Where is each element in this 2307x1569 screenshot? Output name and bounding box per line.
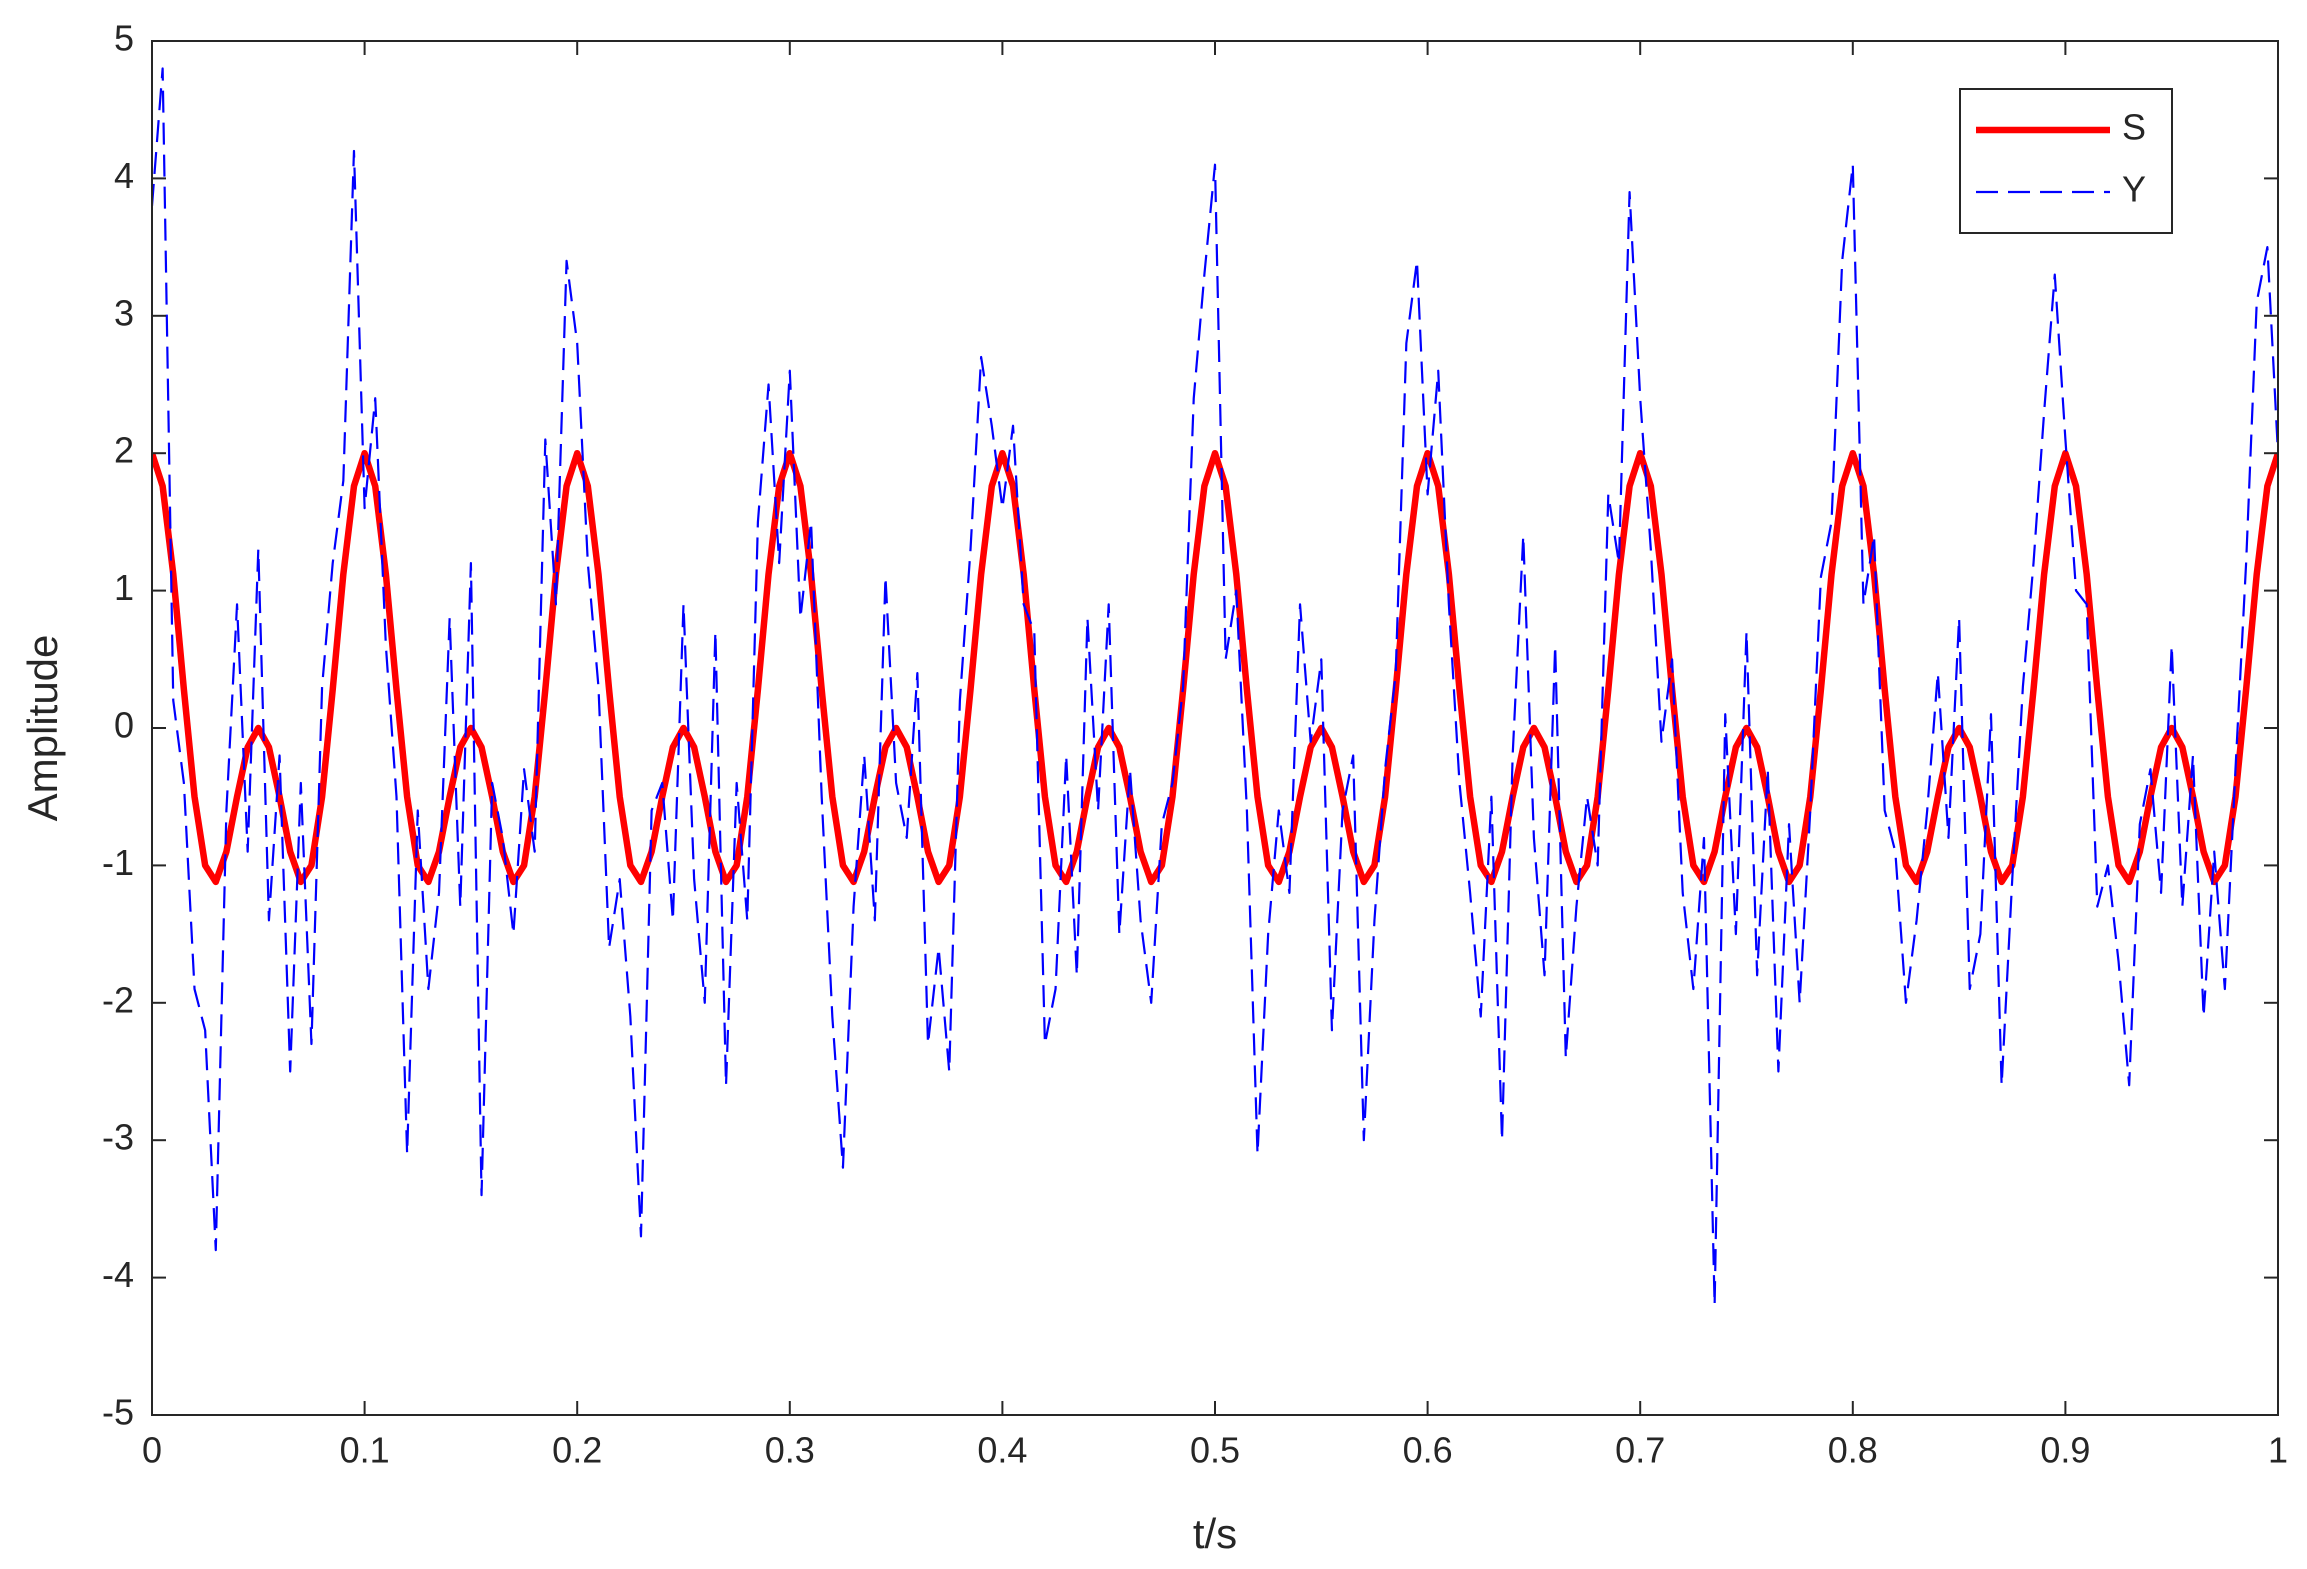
y-tick-label: 4 [114,155,134,196]
y-tick-label: 3 [114,292,134,333]
x-tick-label: 0.1 [340,1430,390,1471]
x-tick-label: 0.5 [1190,1430,1240,1471]
x-tick-label: 0.4 [977,1430,1027,1471]
legend-label: S [2122,107,2146,148]
legend-label: Y [2122,169,2146,210]
y-tick-label: 1 [114,567,134,608]
y-tick-label: 0 [114,705,134,746]
y-tick-label: -5 [102,1392,134,1433]
x-tick-label: 0.2 [552,1430,602,1471]
x-tick-label: 0 [142,1430,162,1471]
y-tick-label: -4 [102,1254,134,1295]
x-tick-label: 0.3 [765,1430,815,1471]
x-tick-label: 0.6 [1403,1430,1453,1471]
series-line [152,67,2278,1307]
y-axis-label: Amplitude [19,635,66,822]
x-tick-label: 0.8 [1828,1430,1878,1471]
x-axis-label: t/s [1193,1510,1237,1557]
y-tick-label: 2 [114,430,134,471]
x-tick-label: 0.9 [2040,1430,2090,1471]
y-tick-label: 5 [114,18,134,59]
y-tick-label: -2 [102,979,134,1020]
x-tick-label: 0.7 [1615,1430,1665,1471]
x-tick-label: 1 [2268,1430,2288,1471]
legend-box [1959,88,2173,234]
y-tick-label: -1 [102,842,134,883]
y-tick-label: -3 [102,1117,134,1158]
